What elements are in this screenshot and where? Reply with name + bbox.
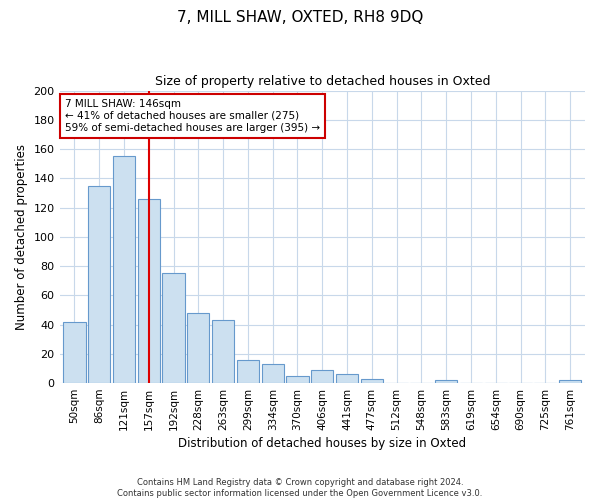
Bar — [187, 313, 209, 383]
Bar — [113, 156, 135, 383]
Bar — [137, 199, 160, 383]
Y-axis label: Number of detached properties: Number of detached properties — [15, 144, 28, 330]
Bar — [435, 380, 457, 383]
Text: 7 MILL SHAW: 146sqm
← 41% of detached houses are smaller (275)
59% of semi-detac: 7 MILL SHAW: 146sqm ← 41% of detached ho… — [65, 100, 320, 132]
Bar — [559, 380, 581, 383]
Bar — [163, 274, 185, 383]
Bar — [361, 378, 383, 383]
Title: Size of property relative to detached houses in Oxted: Size of property relative to detached ho… — [155, 75, 490, 88]
Text: 7, MILL SHAW, OXTED, RH8 9DQ: 7, MILL SHAW, OXTED, RH8 9DQ — [177, 10, 423, 25]
Bar — [336, 374, 358, 383]
Bar — [311, 370, 334, 383]
Bar — [237, 360, 259, 383]
Bar — [212, 320, 234, 383]
Bar — [88, 186, 110, 383]
Bar — [286, 376, 308, 383]
Text: Contains HM Land Registry data © Crown copyright and database right 2024.
Contai: Contains HM Land Registry data © Crown c… — [118, 478, 482, 498]
X-axis label: Distribution of detached houses by size in Oxted: Distribution of detached houses by size … — [178, 437, 466, 450]
Bar — [63, 322, 86, 383]
Bar — [262, 364, 284, 383]
